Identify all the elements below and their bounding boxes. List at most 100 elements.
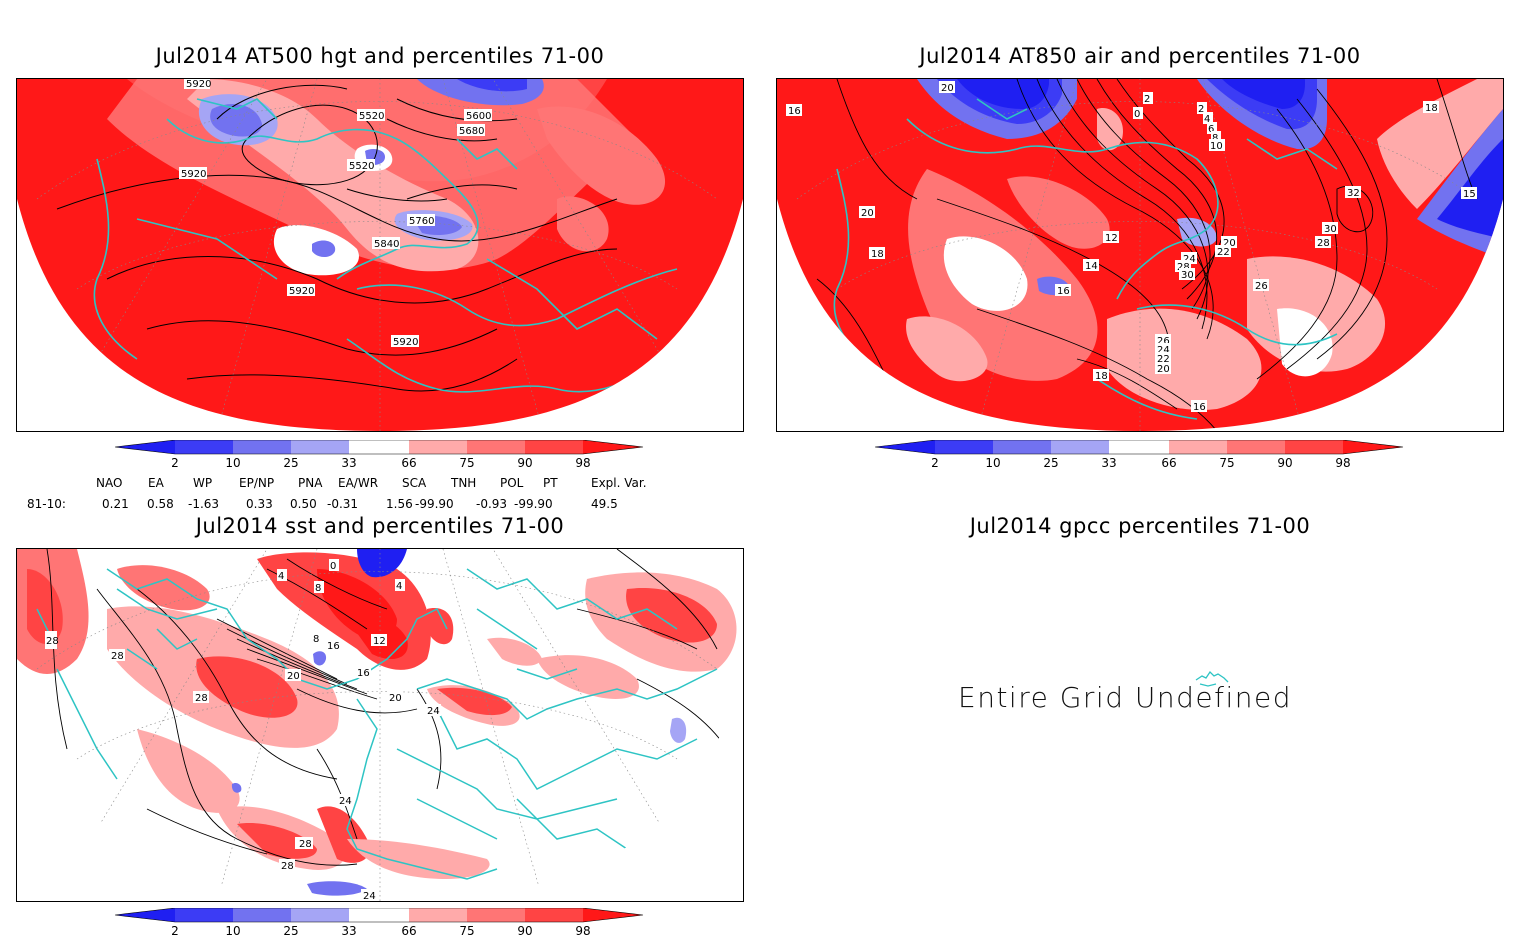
index-value-wp: -1.63 [188,497,220,511]
colorbar-tick: 66 [401,924,416,938]
contour-label: 32 [1345,186,1361,199]
contour-label: 8 [314,581,324,594]
index-value-tnh: -99.90 [415,497,454,511]
svg-text:28: 28 [1317,238,1330,249]
svg-text:24: 24 [427,706,440,717]
index-header-pol: POL [500,476,524,490]
colorbar-tick: 90 [1277,456,1292,470]
index-value-pt: -99.90 [514,497,553,511]
svg-text:18: 18 [1095,371,1108,382]
index-header-pt: PT [543,476,558,490]
colorbar-tick: 25 [283,456,298,470]
contour-label: 4 [1203,112,1213,125]
colorbar-tick: 98 [575,456,590,470]
contour-label: 5680 [457,124,485,137]
svg-text:2: 2 [1198,104,1204,115]
svg-text:20: 20 [389,693,402,704]
contour-label: 14 [1083,259,1099,272]
panel-title-air850: Jul2014 AT850 air and percentiles 71-00 [919,44,1361,68]
svg-text:22: 22 [1217,247,1230,258]
colorbar-tick: 33 [341,924,356,938]
svg-text:15: 15 [1463,189,1476,200]
index-header-nao: NAO [96,476,123,490]
svg-text:16: 16 [788,106,801,117]
colorbar-tick: 2 [171,456,179,470]
svg-text:5920: 5920 [289,286,314,297]
contour-label: 12 [1103,231,1119,244]
svg-text:20: 20 [1157,364,1170,375]
contour-label: 5600 [464,109,492,122]
svg-text:18: 18 [1425,103,1438,114]
colorbar-tick: 25 [283,924,298,938]
contour-label: 5920 [179,167,207,180]
contour-label: 30 [1179,268,1195,281]
svg-text:28: 28 [111,651,124,662]
contour-label: 18 [869,247,885,260]
colorbar-tick: 75 [459,924,474,938]
contour-label: 20 [859,206,875,219]
index-value-nao: 0.21 [102,497,129,511]
contour-label: 26 [1253,279,1269,292]
svg-text:16: 16 [357,668,370,679]
colorbar-air850: 2 10 25 33 66 75 90 98 [875,440,1405,472]
index-value-pna: 0.50 [290,497,317,511]
contour-label: 2 [1143,92,1153,105]
svg-text:4: 4 [396,581,402,592]
contour-label: 2 [1197,102,1207,115]
contour-label: 24 [337,794,353,807]
coastline-fragment [1195,670,1229,687]
svg-text:8: 8 [313,634,319,645]
svg-text:16: 16 [1057,286,1070,297]
contour-label: 22 [1155,352,1171,365]
svg-text:4: 4 [1204,114,1210,125]
contour-label: 5760 [407,214,435,227]
svg-text:20: 20 [941,83,954,94]
svg-text:28: 28 [299,839,312,850]
contour-label: 12 [371,634,387,647]
panel-title-hgt500: Jul2014 AT500 hgt and percentiles 71-00 [155,44,605,68]
svg-text:6: 6 [1208,124,1214,135]
index-value-ea: 0.58 [147,497,174,511]
index-value-epnp: 0.33 [246,497,273,511]
contour-label: 5920 [184,79,211,90]
contour-label: 20 [285,669,301,682]
svg-text:18: 18 [871,249,884,260]
colorbar-tick: 75 [1219,456,1234,470]
svg-text:28: 28 [46,636,59,647]
svg-text:8: 8 [315,583,321,594]
svg-text:28: 28 [1177,262,1190,273]
contour-label: 16 [1191,400,1207,413]
svg-text:30: 30 [1324,224,1337,235]
svg-text:28: 28 [281,861,294,872]
panel-title-sst: Jul2014 sst and percentiles 71-00 [195,514,565,538]
contour-label: 5840 [372,237,400,250]
svg-text:22: 22 [1157,354,1170,365]
contour-label: 30 [1322,222,1338,235]
contour-label: 16 [786,104,802,117]
colorbar-tick: 75 [459,456,474,470]
index-header-epnp: EP/NP [239,476,275,490]
svg-text:5920: 5920 [186,79,211,90]
svg-text:10: 10 [1210,141,1223,152]
svg-text:5520: 5520 [359,111,384,122]
svg-text:5840: 5840 [374,239,399,250]
contour-label: 10 [1209,139,1225,152]
svg-text:24: 24 [339,796,352,807]
svg-text:16: 16 [1193,402,1206,413]
index-value-sca: 1.56 [386,497,413,511]
index-header-sca: SCA [402,476,427,490]
contour-label: 22 [1215,245,1231,258]
index-value-explvar: 49.5 [591,497,618,511]
map-panel-air850: 16 20 2 0 2 4 6 8 10 18 32 30 28 15 12 1… [776,78,1504,432]
colorbar-tick: 2 [931,456,939,470]
index-header-wp: WP [193,476,213,490]
contour-label: 18 [1093,369,1109,382]
contour-label: 5520 [347,159,375,172]
svg-text:20: 20 [861,208,874,219]
svg-text:5680: 5680 [459,126,484,137]
contour-label: 5920 [287,284,315,297]
svg-text:32: 32 [1347,188,1360,199]
index-value-pol: -0.93 [476,497,508,511]
colorbar-hgt500: 2 10 25 33 66 75 90 98 [115,440,645,472]
index-header-explvar: Expl. Var. [591,476,647,490]
